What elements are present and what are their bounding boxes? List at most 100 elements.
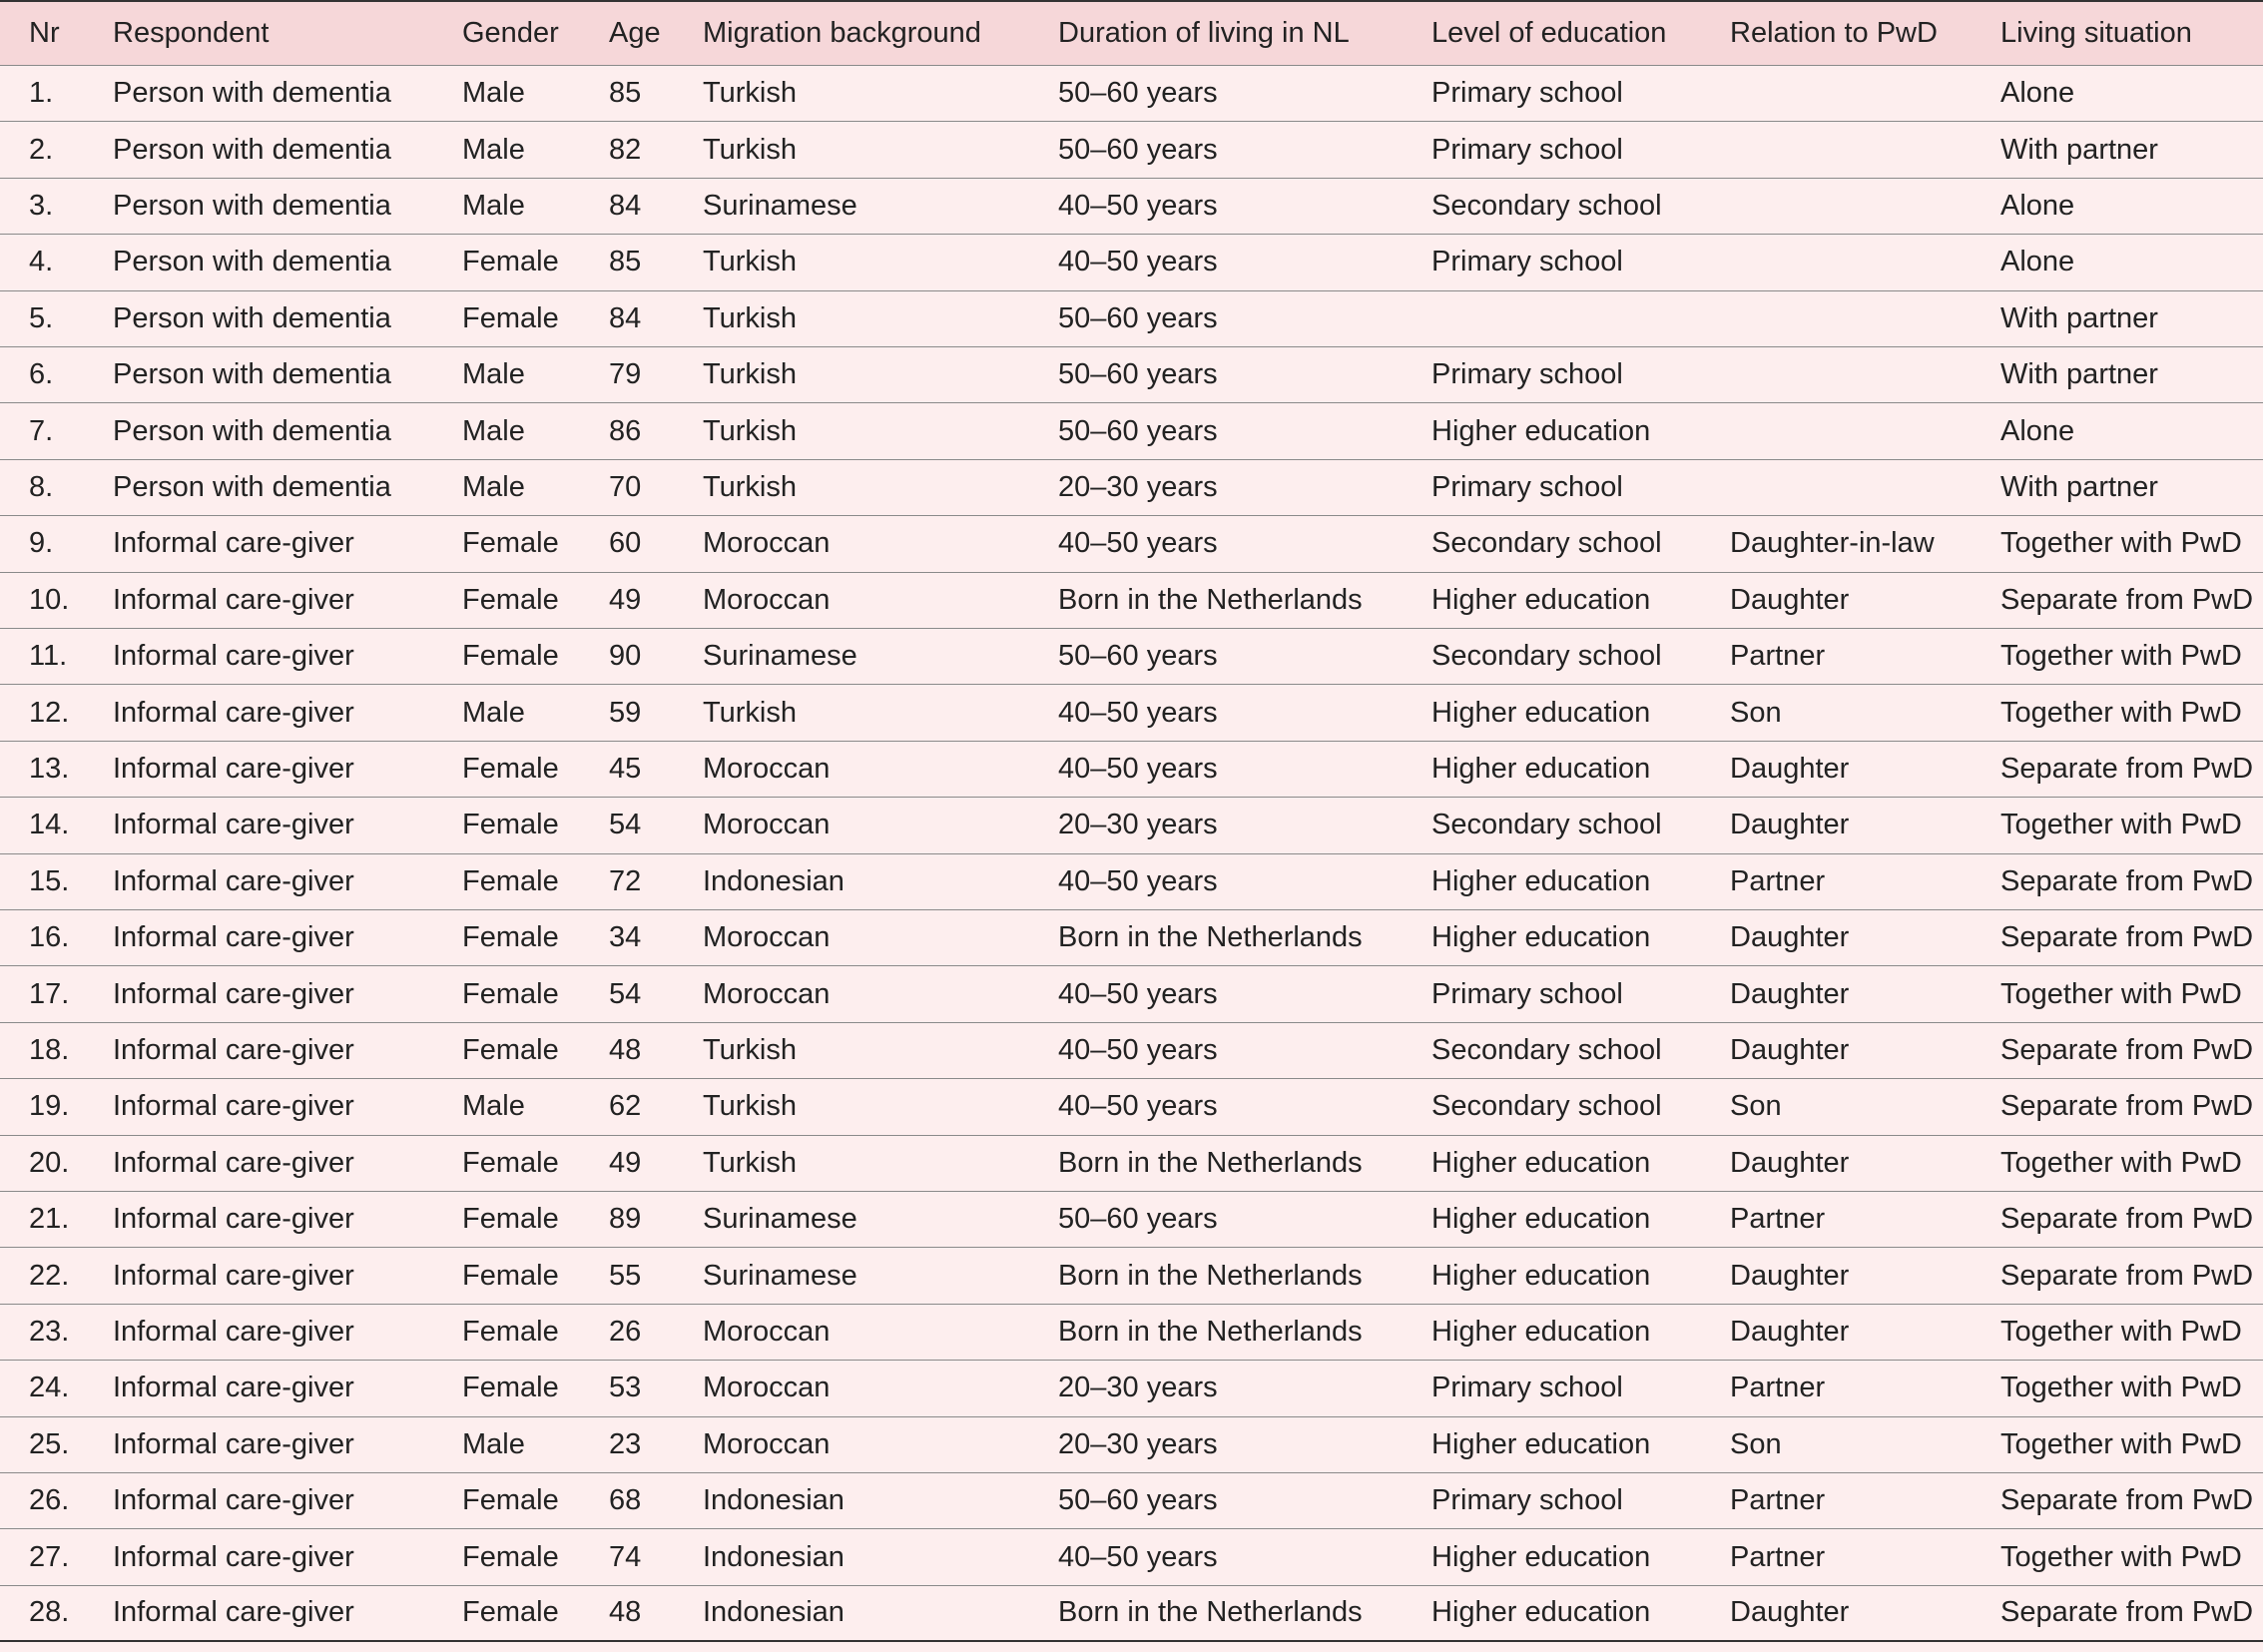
table-cell: Turkish xyxy=(703,1146,797,1179)
table-cell: Daughter xyxy=(1730,752,1850,785)
table-cell: Moroccan xyxy=(703,1372,831,1404)
table-cell: Together with PwD xyxy=(2000,977,2242,1010)
table-cell: 40–50 years xyxy=(1058,527,1218,560)
table-cell: Informal care-giver xyxy=(113,864,354,897)
table-cell: Alone xyxy=(2000,77,2075,110)
table-cell: Secondary school xyxy=(1431,809,1662,841)
table-cell: 20–30 years xyxy=(1058,470,1218,503)
table-cell: Born in the Netherlands xyxy=(1058,1596,1363,1629)
table-cell: 22. xyxy=(29,1259,70,1292)
table-cell: 1. xyxy=(29,77,54,110)
table-cell: Separate from PwD xyxy=(2000,1259,2254,1292)
table-cell: 20–30 years xyxy=(1058,1372,1218,1404)
table-cell: 40–50 years xyxy=(1058,1033,1218,1066)
table-cell: 49 xyxy=(609,1146,642,1179)
table-cell: Female xyxy=(462,1033,559,1066)
table-cell: 3. xyxy=(29,189,54,222)
table-cell: Female xyxy=(462,1259,559,1292)
table-cell: Person with dementia xyxy=(113,77,391,110)
table-cell: Together with PwD xyxy=(2000,1315,2242,1348)
table-cell: Together with PwD xyxy=(2000,1372,2242,1404)
table-cell: 20. xyxy=(29,1146,70,1179)
table-cell: Informal care-giver xyxy=(113,1484,354,1517)
table-cell: Daughter xyxy=(1730,921,1850,954)
table-row: 16. Informal care-giver Female 34 Moroccan Bo… xyxy=(0,910,2263,967)
table-cell: Primary school xyxy=(1431,77,1623,110)
table-row: 20. Informal care-giver Female 49 Turkish Bor… xyxy=(0,1136,2263,1192)
table-cell: 17. xyxy=(29,977,70,1010)
table-cell: 40–50 years xyxy=(1058,752,1218,785)
table-cell: 5. xyxy=(29,301,54,334)
table-cell: Secondary school xyxy=(1431,527,1662,560)
table-cell: Turkish xyxy=(703,133,797,166)
table-cell: 50–60 years xyxy=(1058,1484,1218,1517)
table-cell: Indonesian xyxy=(703,1596,845,1629)
table-cell: 23 xyxy=(609,1427,642,1460)
table-cell: Partner xyxy=(1730,1372,1826,1404)
table-row: 24. Informal care-giver Female 53 Moroccan 20… xyxy=(0,1361,2263,1417)
table-cell: Daughter xyxy=(1730,583,1850,616)
table-cell: Female xyxy=(462,1596,559,1629)
table-cell: 55 xyxy=(609,1259,642,1292)
table-cell: 50–60 years xyxy=(1058,414,1218,447)
table-cell: Daughter xyxy=(1730,809,1850,841)
table-cell: Moroccan xyxy=(703,752,831,785)
table-cell: Male xyxy=(462,1427,525,1460)
table-cell: Male xyxy=(462,77,525,110)
table-row: 6. Person with dementia Male 79 Turkish 50–60… xyxy=(0,347,2263,404)
table-cell: Alone xyxy=(2000,246,2075,278)
table-cell: 6. xyxy=(29,358,54,391)
table-cell: 18. xyxy=(29,1033,70,1066)
table-cell: Higher education xyxy=(1431,1427,1651,1460)
table-cell: With partner xyxy=(2000,358,2158,391)
table-cell: Surinamese xyxy=(703,1203,857,1236)
table-cell: Male xyxy=(462,696,525,729)
header-cell: Duration of living in NL xyxy=(1058,17,1350,49)
header-cell: Respondent xyxy=(113,17,270,49)
table-cell: Male xyxy=(462,189,525,222)
table-cell: Female xyxy=(462,864,559,897)
table-cell: 12. xyxy=(29,696,70,729)
table-row: 28. Informal care-giver Female 48 Indonesian… xyxy=(0,1586,2263,1643)
table-cell: Secondary school xyxy=(1431,640,1662,673)
table-cell: 72 xyxy=(609,864,642,897)
table-cell: Person with dementia xyxy=(113,189,391,222)
table-cell: Indonesian xyxy=(703,1540,845,1573)
table-cell: 7. xyxy=(29,414,54,447)
table-cell: Turkish xyxy=(703,470,797,503)
header-cell: Migration background xyxy=(703,17,981,49)
header-cell: Level of education xyxy=(1431,17,1667,49)
table-cell: Female xyxy=(462,752,559,785)
table-cell: Surinamese xyxy=(703,1259,857,1292)
table-cell: Informal care-giver xyxy=(113,583,354,616)
table-cell: Moroccan xyxy=(703,809,831,841)
table-cell: Informal care-giver xyxy=(113,1259,354,1292)
table-cell: Son xyxy=(1730,696,1782,729)
table-cell: Together with PwD xyxy=(2000,809,2242,841)
table-cell: Higher education xyxy=(1431,1540,1651,1573)
table-row: 7. Person with dementia Male 86 Turkish 50–60… xyxy=(0,403,2263,460)
table-cell: Male xyxy=(462,358,525,391)
table-cell: 79 xyxy=(609,358,642,391)
table-row: 8. Person with dementia Male 70 Turkish 20–30… xyxy=(0,460,2263,517)
table-cell: 50–60 years xyxy=(1058,640,1218,673)
table-cell: Together with PwD xyxy=(2000,1146,2242,1179)
table-cell: Separate from PwD xyxy=(2000,752,2254,785)
table-cell: Informal care-giver xyxy=(113,809,354,841)
table-cell: Indonesian xyxy=(703,864,845,897)
table-cell: Primary school xyxy=(1431,1372,1623,1404)
table-cell: Informal care-giver xyxy=(113,1090,354,1123)
table-cell: Male xyxy=(462,470,525,503)
table-cell: Informal care-giver xyxy=(113,1596,354,1629)
table-cell: Male xyxy=(462,133,525,166)
table-cell: Turkish xyxy=(703,246,797,278)
table-cell: Moroccan xyxy=(703,583,831,616)
table-cell: Female xyxy=(462,246,559,278)
table-cell: Daughter-in-law xyxy=(1730,527,1935,560)
table-cell: Daughter xyxy=(1730,1033,1850,1066)
table-row: 12. Informal care-giver Male 59 Turkish 40–50… xyxy=(0,685,2263,742)
table-cell: Informal care-giver xyxy=(113,640,354,673)
table-cell: 28. xyxy=(29,1596,70,1629)
table-cell: 40–50 years xyxy=(1058,864,1218,897)
table-cell: Daughter xyxy=(1730,1259,1850,1292)
